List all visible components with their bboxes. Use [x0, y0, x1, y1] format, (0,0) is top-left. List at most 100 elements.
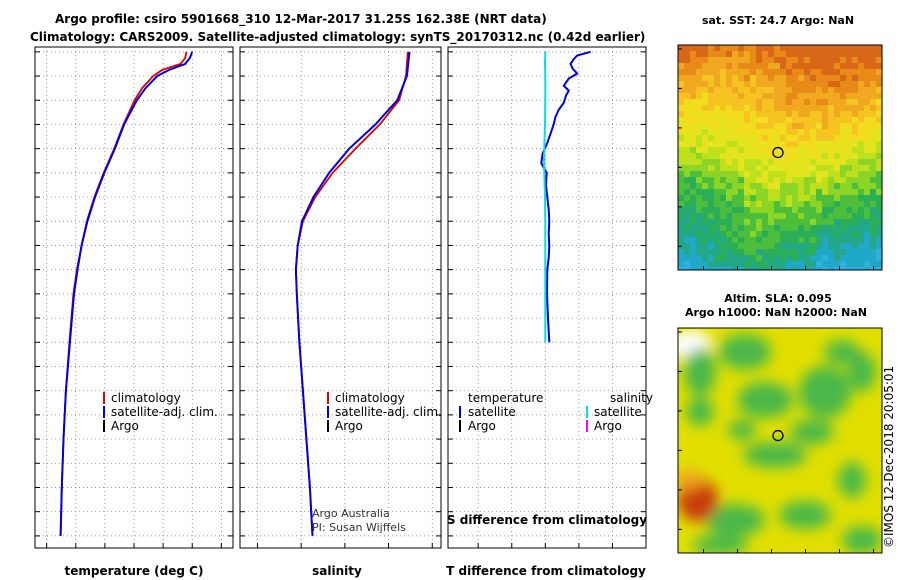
sst-cell [756, 165, 762, 171]
sst-cell [798, 111, 804, 117]
sst-cell [690, 123, 696, 129]
sst-cell [840, 63, 846, 69]
sst-cell [840, 141, 846, 147]
sst-cell [852, 207, 858, 213]
sst-cell [804, 237, 810, 243]
sst-cell [858, 225, 864, 231]
sst-cell [684, 165, 690, 171]
sst-cell [702, 243, 708, 249]
sst-cell [720, 105, 726, 111]
sst-cell [726, 81, 732, 87]
sst-cell [696, 243, 702, 249]
sst-cell [726, 57, 732, 63]
sst-cell [732, 105, 738, 111]
sst-cell [720, 243, 726, 249]
sst-cell [726, 141, 732, 147]
sst-cell [684, 99, 690, 105]
sst-cell [732, 135, 738, 141]
sst-cell [744, 93, 750, 99]
sst-cell [798, 117, 804, 123]
sst-cell [678, 147, 684, 153]
sst-cell [864, 117, 870, 123]
sst-cell [870, 75, 876, 81]
legend-t-satellite: satellite [468, 405, 516, 419]
sst-cell [726, 147, 732, 153]
sst-cell [804, 45, 810, 51]
sst-cell [858, 111, 864, 117]
sst-cell [726, 189, 732, 195]
sst-cell [768, 141, 774, 147]
sst-cell [786, 123, 792, 129]
sst-cell [810, 105, 816, 111]
sst-cell [678, 165, 684, 171]
sst-cell [738, 219, 744, 225]
sst-cell [768, 99, 774, 105]
sst-cell [738, 171, 744, 177]
sst-cell [774, 111, 780, 117]
sst-cell [690, 261, 696, 267]
sst-cell [822, 237, 828, 243]
sst-cell [876, 117, 882, 123]
sst-cell [768, 63, 774, 69]
sst-cell [786, 69, 792, 75]
sst-cell [744, 219, 750, 225]
sst-cell [828, 183, 834, 189]
sst-cell [846, 237, 852, 243]
sst-cell [726, 243, 732, 249]
sst-cell [714, 237, 720, 243]
sst-cell [732, 69, 738, 75]
sst-cell [774, 153, 780, 159]
sst-cell [762, 177, 768, 183]
sst-cell [786, 201, 792, 207]
sst-cell [750, 63, 756, 69]
sst-cell [774, 117, 780, 123]
sst-cell [840, 183, 846, 189]
sst-cell [864, 153, 870, 159]
sst-cell [816, 201, 822, 207]
sst-cell [708, 117, 714, 123]
sst-cell [864, 165, 870, 171]
sst-cell [774, 207, 780, 213]
sst-cell [876, 63, 882, 69]
sst-cell [822, 141, 828, 147]
sst-cell [834, 117, 840, 123]
sst-cell [702, 93, 708, 99]
sst-cell [852, 231, 858, 237]
legend-s-satellite: satellite [594, 405, 642, 419]
sst-cell [702, 105, 708, 111]
difference-lines [540, 50, 591, 343]
sst-cell [804, 153, 810, 159]
sst-cell [702, 165, 708, 171]
sst-cell [810, 219, 816, 225]
sst-cell [768, 195, 774, 201]
sst-cell [858, 93, 864, 99]
sst-cell [816, 261, 822, 267]
sst-cell [720, 117, 726, 123]
sst-cell [786, 165, 792, 171]
sst-cell [828, 45, 834, 51]
sst-cell [708, 129, 714, 135]
sst-cell [858, 63, 864, 69]
sst-cell [690, 189, 696, 195]
sst-cell [696, 63, 702, 69]
sst-cell [726, 237, 732, 243]
sst-cell [840, 105, 846, 111]
sst-cell [780, 57, 786, 63]
sst-cell [834, 57, 840, 63]
sst-cell [750, 165, 756, 171]
sst-cell [696, 45, 702, 51]
sst-cell [828, 141, 834, 147]
sst-cell [876, 87, 882, 93]
sst-cell [732, 45, 738, 51]
sst-cell [798, 93, 804, 99]
figure-title-line1: Argo profile: csiro 5901668_310 12-Mar-2… [55, 12, 547, 27]
sst-cell [780, 165, 786, 171]
sst-cell [858, 201, 864, 207]
sst-cell [798, 57, 804, 63]
sst-cell [702, 177, 708, 183]
sla-blob [678, 470, 704, 490]
sst-cell [804, 219, 810, 225]
sst-cell [834, 87, 840, 93]
sst-cell [696, 183, 702, 189]
sst-cell [864, 219, 870, 225]
